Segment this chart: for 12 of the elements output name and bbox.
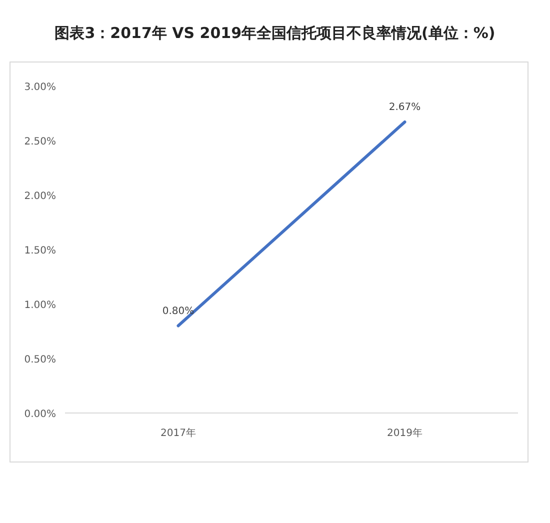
chart-title: 图表3：2017年 VS 2019年全国信托项目不良率情况(单位：%) [54, 24, 496, 42]
y-tick-label: 2.00% [24, 191, 56, 202]
y-tick-label: 0.00% [24, 409, 56, 420]
data-label: 0.80% [162, 306, 194, 317]
y-tick-label: 3.00% [24, 82, 56, 93]
y-tick-label: 1.00% [24, 300, 56, 311]
x-tick-label: 2019年 [387, 427, 422, 439]
y-tick-label: 2.50% [24, 136, 56, 148]
x-tick-label: 2017年 [160, 427, 196, 439]
data-label: 2.67% [388, 102, 421, 113]
y-tick-label: 0.50% [24, 354, 56, 366]
y-tick-label: 1.50% [24, 246, 56, 256]
